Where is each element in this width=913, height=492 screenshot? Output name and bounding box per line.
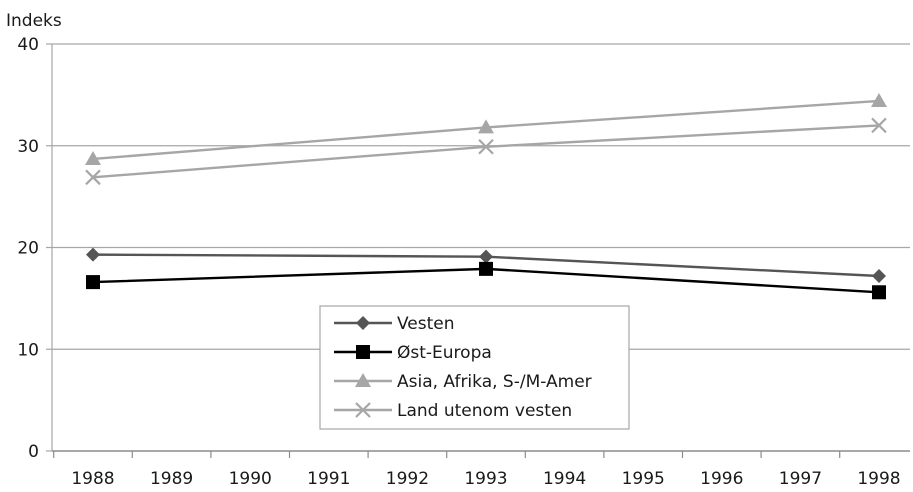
data-point (478, 138, 494, 155)
legend-item: Land utenom vesten (334, 401, 572, 421)
series-3 (85, 117, 887, 186)
series-group (85, 92, 887, 300)
x-tick-label: 1997 (779, 469, 822, 489)
y-tick-label: 20 (17, 239, 39, 259)
series-0 (86, 247, 886, 283)
x-tick-label: 1998 (857, 469, 900, 489)
gridlines (52, 43, 910, 350)
data-point (479, 249, 493, 264)
data-point (86, 247, 100, 262)
series-2 (85, 92, 887, 165)
data-point (479, 261, 493, 276)
data-point (478, 119, 494, 134)
legend-marker (356, 345, 370, 359)
x-tick-label: 1990 (229, 469, 272, 489)
y-tick-label: 10 (17, 340, 39, 360)
x-tick-label: 1989 (150, 469, 193, 489)
legend-item: Asia, Afrika, S-/M-Amer (334, 372, 592, 392)
x-tick-label: 1996 (700, 469, 743, 489)
x-tick-label: 1991 (307, 469, 350, 489)
legend-label: Øst-Europa (397, 343, 492, 363)
x-tick-label: 1993 (464, 469, 507, 489)
axes: 0 10 20 30 40 1988 1989 1990 1991 1992 1993 1994 199… (17, 35, 910, 489)
data-point (85, 169, 101, 186)
data-point (86, 275, 100, 290)
legend-marker (355, 373, 371, 387)
y-tick-label: 40 (17, 35, 39, 55)
legend-label: Land utenom vesten (397, 401, 572, 421)
legend-item: Øst-Europa (334, 343, 492, 363)
data-point (872, 268, 886, 283)
x-tick-label: 1995 (622, 469, 665, 489)
data-point (871, 92, 887, 107)
data-point (871, 117, 887, 134)
legend-item: Vesten (334, 314, 455, 334)
legend-marker (356, 316, 370, 330)
y-tick-label: 30 (17, 137, 39, 157)
y-axis-label: Indeks (6, 11, 62, 31)
data-point (85, 150, 101, 165)
x-tick-label: 1988 (71, 469, 114, 489)
legend-marker (355, 402, 371, 418)
data-point (872, 285, 886, 300)
x-tick-label: 1992 (386, 469, 429, 489)
x-tick-label: 1994 (543, 469, 586, 489)
legend-label: Vesten (397, 314, 455, 334)
y-tick-label: 0 (28, 442, 39, 462)
legend-label: Asia, Afrika, S-/M-Amer (397, 372, 592, 392)
legend-box (319, 305, 630, 430)
series-1 (86, 261, 886, 300)
legend: Vesten Øst-Europa Asia, Afrika, S-/M-Amer L… (319, 305, 630, 430)
